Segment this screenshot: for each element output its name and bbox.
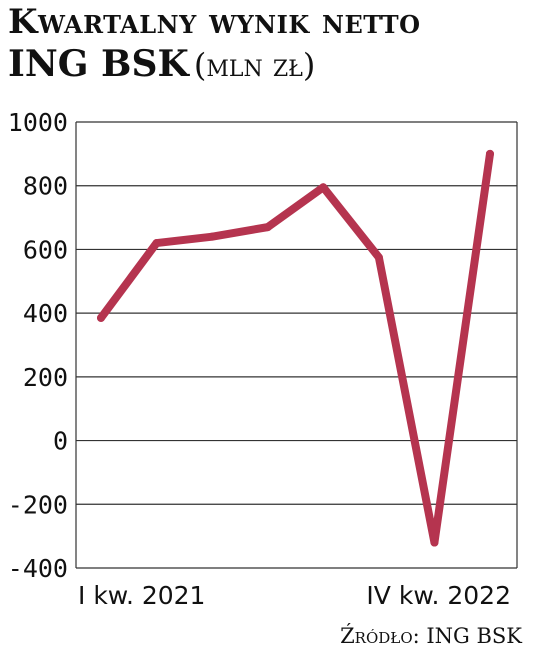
y-tick-label: 800 <box>23 172 68 201</box>
data-point <box>152 239 161 248</box>
data-point <box>263 223 272 232</box>
y-tick-label: 200 <box>23 363 68 392</box>
y-tick-label: 0 <box>53 427 68 456</box>
data-point <box>319 183 328 192</box>
chart-title-bank: ING BSK <box>8 43 189 85</box>
chart-title-line2: ING BSK (mln zł) <box>8 42 528 93</box>
chart-series <box>97 149 494 547</box>
chart-title-line1: Kwartalny wynik netto <box>8 2 421 42</box>
data-point <box>486 149 494 158</box>
data-point <box>208 232 217 241</box>
y-axis-tick-labels: 1000 800 600 400 200 0 -200 -400 <box>8 108 68 583</box>
y-tick-label: -400 <box>8 554 68 583</box>
data-point <box>430 538 439 547</box>
chart-title: Kwartalny wynik netto ING BSK (mln zł) <box>8 2 528 93</box>
chart-title-unit: (mln zł) <box>193 46 316 84</box>
y-tick-label: 600 <box>23 235 68 264</box>
series-line-0 <box>97 149 494 547</box>
y-tick-label: 1000 <box>8 108 68 137</box>
source-note: Źródło: ING BSK <box>340 624 522 648</box>
data-point <box>97 313 105 322</box>
data-point <box>374 253 383 262</box>
chart-grid <box>75 121 518 569</box>
x-tick-label: IV kw. 2022 <box>366 581 511 610</box>
y-tick-label: -200 <box>8 490 68 519</box>
x-tick-label: I kw. 2021 <box>78 581 205 610</box>
y-tick-label: 400 <box>23 299 68 328</box>
x-axis-tick-labels: I kw. 2021 IV kw. 2022 <box>78 581 511 610</box>
